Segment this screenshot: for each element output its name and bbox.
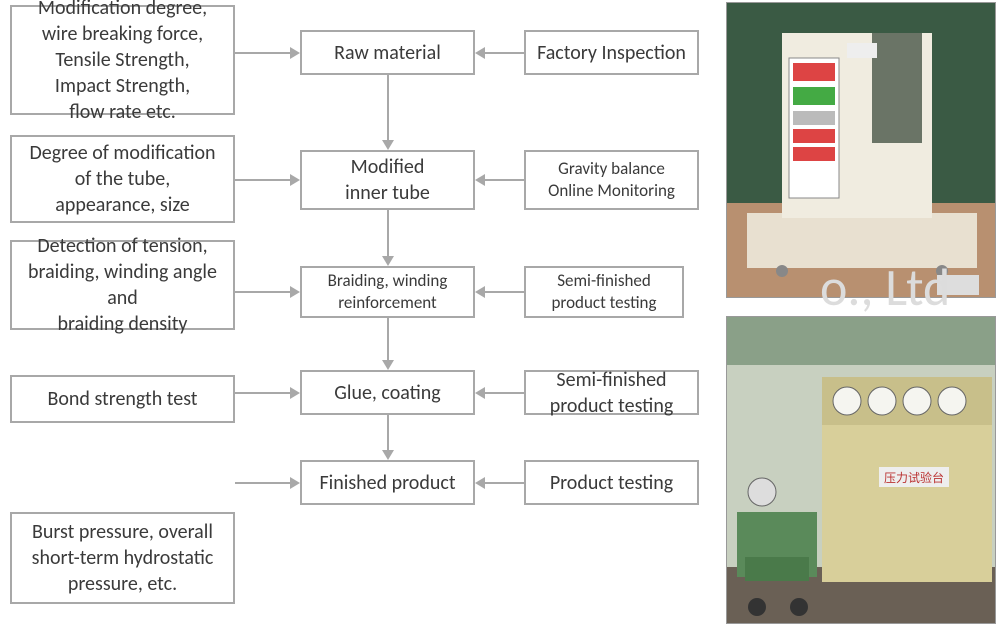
right-box-0: Factory Inspection <box>524 30 699 75</box>
left-box-1: Degree of modification of the tube, appe… <box>10 135 235 223</box>
right-arrow-2-line <box>485 291 524 293</box>
left-arrow-2-head <box>290 286 300 298</box>
right-arrow-2-head <box>475 286 485 298</box>
right-box-3: Semi-finished product testing <box>524 370 699 415</box>
svg-text:压力试验台: 压力试验台 <box>884 470 944 485</box>
left-box-2: Detection of tension, braiding, winding … <box>10 240 235 330</box>
center-box-2: Braiding, winding reinforcement <box>300 266 475 318</box>
right-arrow-0-line <box>485 52 524 54</box>
down-arrow-0-line <box>387 75 389 140</box>
center-box-4: Finished product <box>300 460 475 505</box>
left-arrow-1-head <box>290 174 300 186</box>
left-arrow-2-line <box>235 291 290 293</box>
down-arrow-1-line <box>387 210 389 256</box>
left-arrow-3-line <box>235 392 290 394</box>
left-arrow-1-line <box>235 179 290 181</box>
down-arrow-3-line <box>387 415 389 450</box>
down-arrow-0-head <box>382 140 394 150</box>
right-arrow-1-line <box>485 179 524 181</box>
right-box-2: Semi-finished product testing <box>524 266 684 318</box>
right-box-4: Product testing <box>524 460 699 505</box>
down-arrow-2-head <box>382 360 394 370</box>
down-arrow-1-head <box>382 256 394 266</box>
right-box-1: Gravity balance Online Monitoring <box>524 150 699 210</box>
right-arrow-0-head <box>475 47 485 59</box>
right-arrow-4-line <box>485 482 524 484</box>
equipment-photo-1: 压力试验台 <box>726 316 996 624</box>
left-arrow-3-head <box>290 387 300 399</box>
equipment-photo-0 <box>726 2 996 298</box>
right-arrow-1-head <box>475 174 485 186</box>
right-arrow-4-head <box>475 477 485 489</box>
left-box-4: Burst pressure, overall short-term hydro… <box>10 512 235 604</box>
down-arrow-3-head <box>382 450 394 460</box>
left-box-0: Modification degree, wire breaking force… <box>10 5 235 115</box>
center-box-1: Modified inner tube <box>300 150 475 210</box>
left-arrow-0-head <box>290 47 300 59</box>
right-arrow-3-head <box>475 387 485 399</box>
left-arrow-4-head <box>290 477 300 489</box>
left-box-3: Bond strength test <box>10 375 235 423</box>
left-arrow-4-line <box>235 482 290 484</box>
center-box-0: Raw material <box>300 30 475 75</box>
center-box-3: Glue, coating <box>300 370 475 415</box>
left-arrow-0-line <box>235 52 290 54</box>
right-arrow-3-line <box>485 392 524 394</box>
down-arrow-2-line <box>387 318 389 360</box>
